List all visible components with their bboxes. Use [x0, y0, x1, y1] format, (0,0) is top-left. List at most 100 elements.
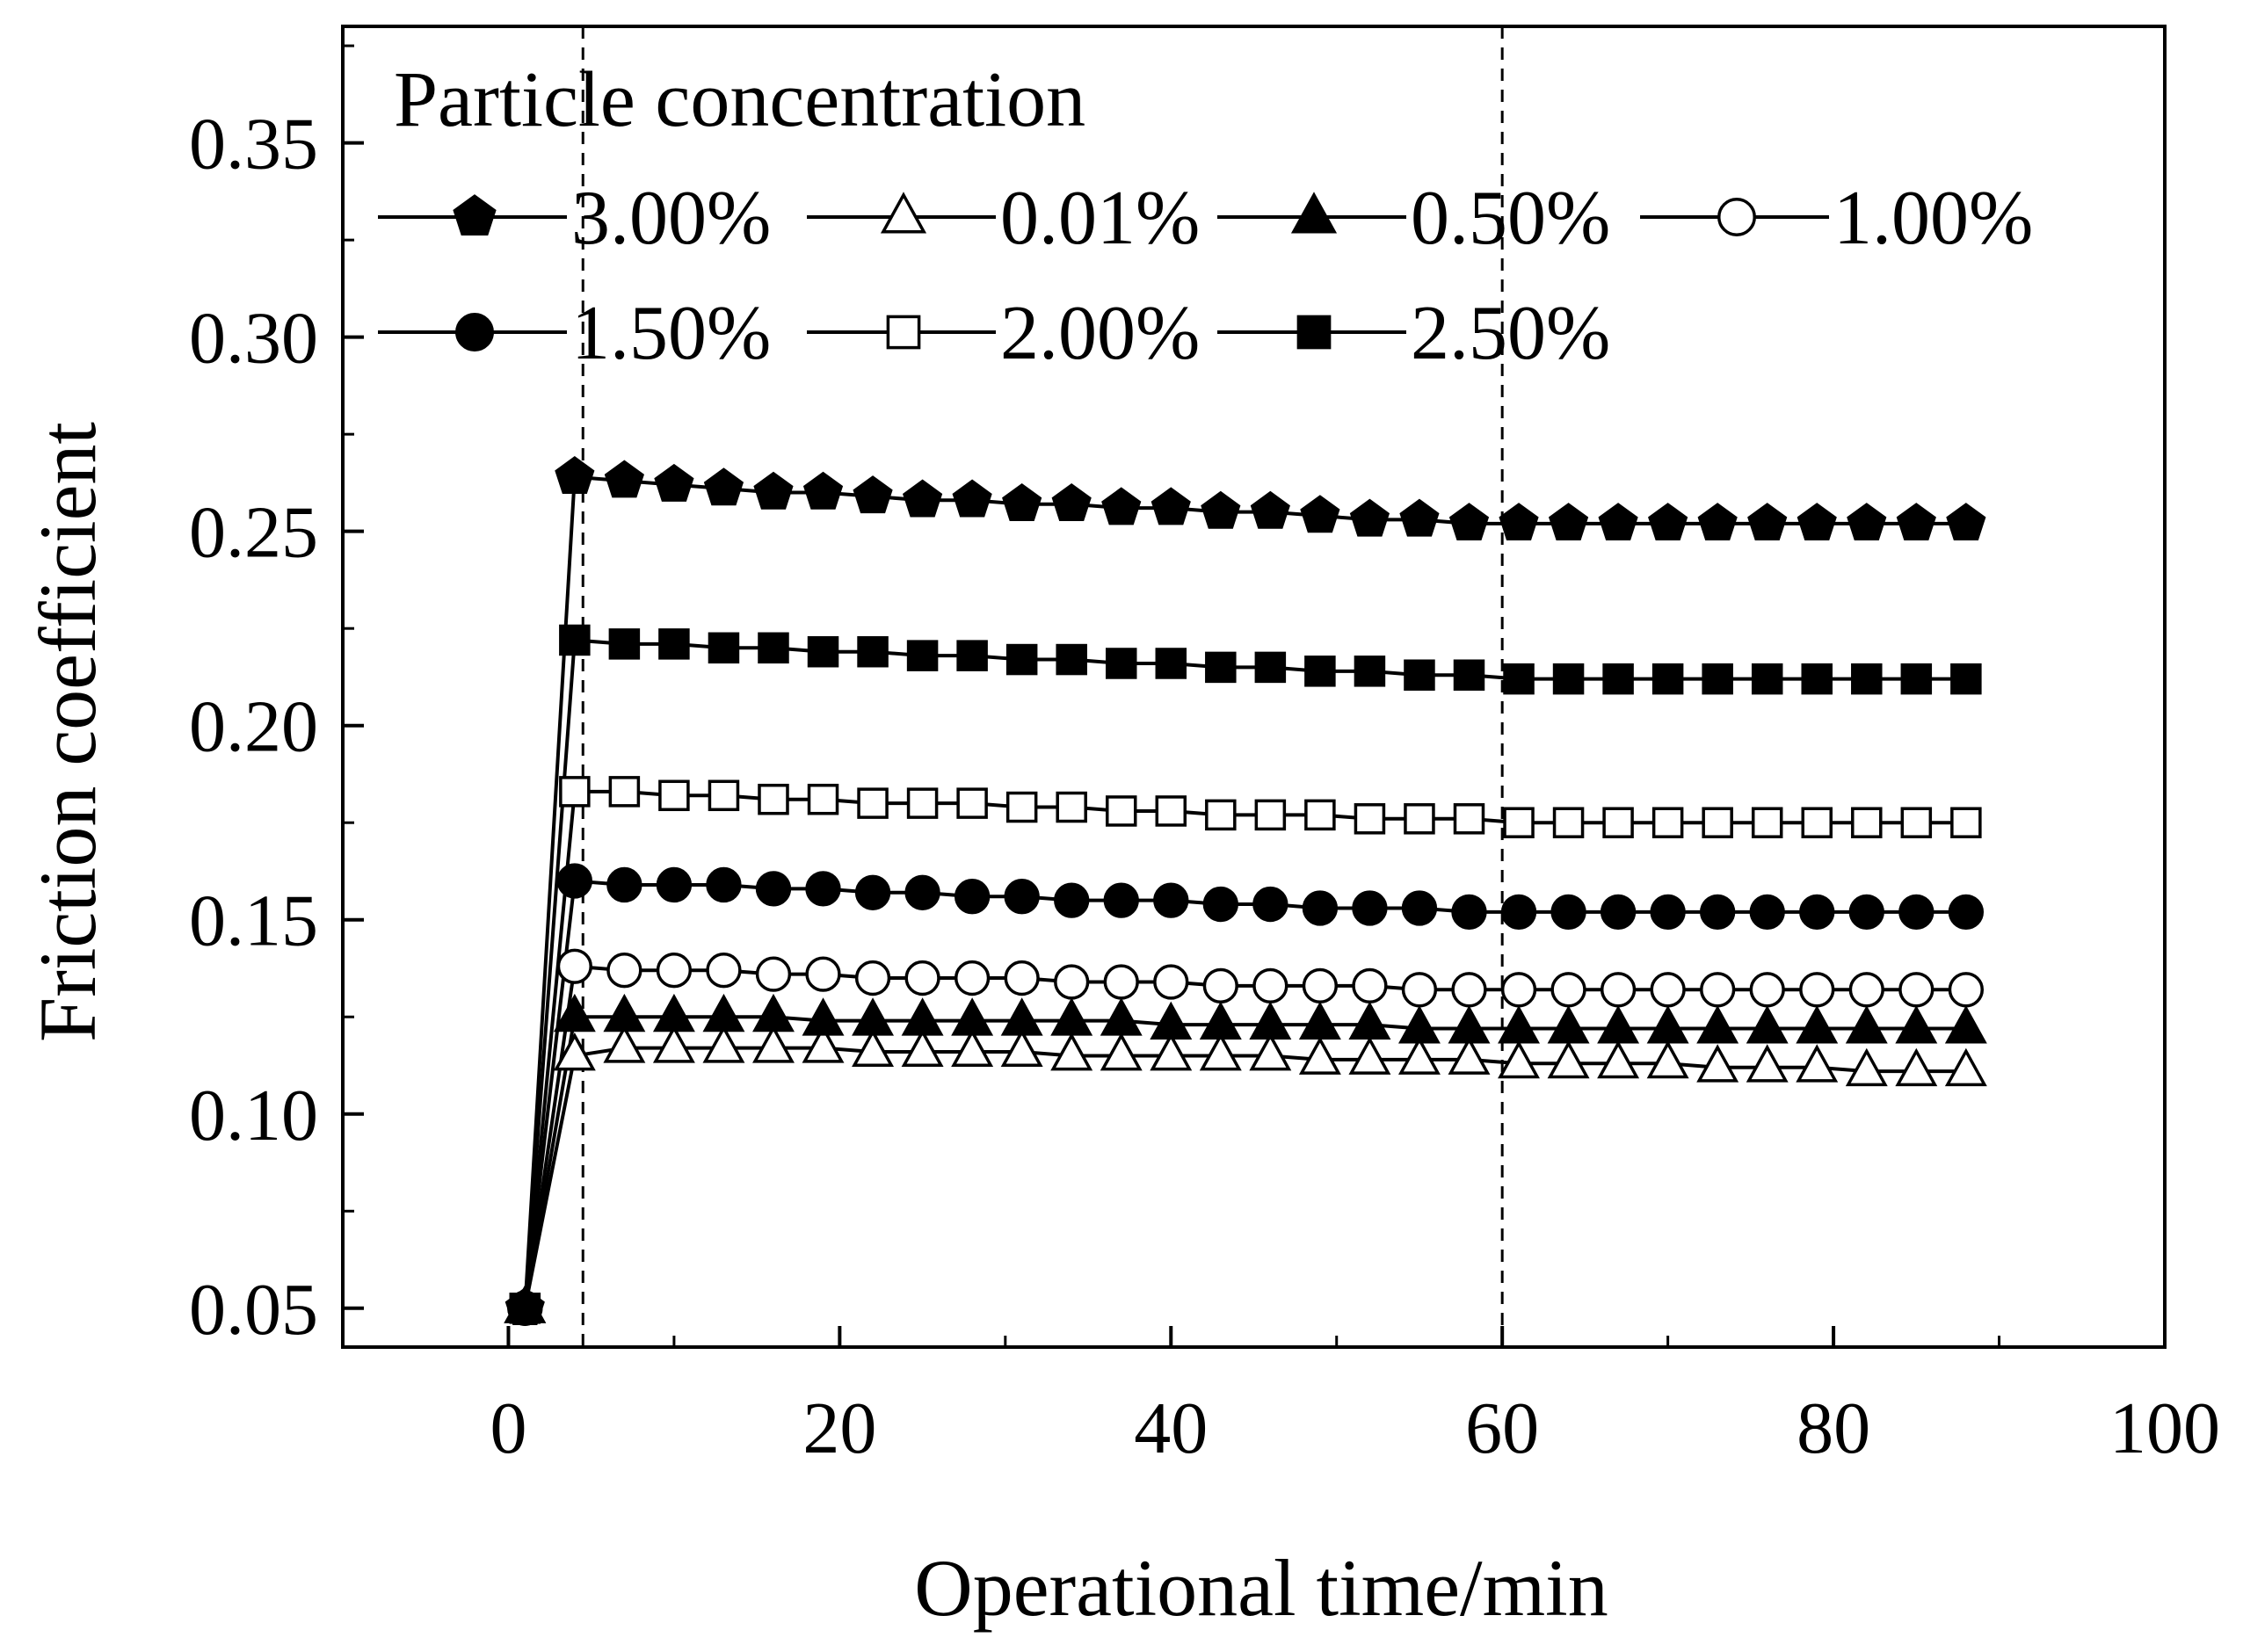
data-point-2-00pct — [956, 787, 988, 819]
data-point-1-50pct — [904, 874, 940, 910]
legend-marker — [1290, 192, 1338, 234]
data-point-1-00pct — [1153, 964, 1189, 1000]
data-point-3-00pct — [902, 479, 943, 518]
data-point-0-50pct — [901, 997, 944, 1036]
data-point-1-00pct — [706, 953, 742, 989]
legend-marker — [886, 315, 921, 350]
data-point-3-00pct — [1747, 503, 1788, 541]
data-point-0-01pct — [1498, 1040, 1540, 1079]
data-point-0-01pct — [1944, 1047, 1987, 1087]
data-point-3-00pct — [1797, 503, 1837, 541]
data-point-3-00pct — [654, 463, 694, 502]
data-point-1-50pct — [805, 871, 841, 907]
data-point-1-00pct — [1103, 964, 1139, 1000]
x-tick-label: 40 — [1134, 1388, 1208, 1469]
data-point-0-50pct — [1845, 1005, 1888, 1044]
data-point-1-00pct — [805, 956, 841, 992]
data-point-0-50pct — [1646, 1005, 1689, 1044]
data-point-2-50pct — [1503, 663, 1535, 695]
data-point-1-50pct — [1600, 894, 1637, 931]
data-point-0-01pct — [1348, 1036, 1391, 1075]
data-point-3-00pct — [753, 471, 794, 510]
data-point-3-00pct — [1002, 482, 1042, 521]
data-point-2-50pct — [1801, 663, 1833, 695]
data-point-1-50pct — [706, 866, 742, 903]
data-point-0-50pct — [852, 997, 895, 1036]
data-point-0-01pct — [1199, 1032, 1242, 1071]
data-point-0-50pct — [1746, 1005, 1789, 1044]
data-point-3-00pct — [1697, 503, 1738, 541]
data-point-3-00pct — [1051, 482, 1092, 521]
data-point-3-00pct — [1349, 498, 1390, 537]
legend-marker — [1296, 315, 1332, 350]
data-point-1-50pct — [1451, 894, 1487, 931]
data-point-1-50pct — [606, 866, 642, 903]
data-point-1-50pct — [1153, 882, 1189, 918]
data-point-2-50pct — [1602, 663, 1634, 695]
data-point-2-00pct — [1304, 799, 1336, 831]
data-point-0-50pct — [752, 993, 795, 1032]
data-point-1-00pct — [1004, 960, 1040, 996]
legend-label: 2.50% — [1411, 291, 1610, 376]
legend-marker — [453, 194, 497, 235]
data-point-1-50pct — [755, 871, 792, 907]
data-point-1-50pct — [1650, 894, 1686, 931]
legend-marker — [1717, 198, 1756, 236]
data-point-2-50pct — [509, 1293, 541, 1324]
data-point-0-50pct — [1696, 1005, 1739, 1044]
data-point-3-00pct — [802, 471, 844, 510]
y-tick-label: 0.05 — [189, 1269, 318, 1351]
data-point-1-00pct — [1749, 972, 1785, 1008]
data-point-2-00pct — [559, 776, 591, 808]
data-point-2-00pct — [1056, 791, 1087, 823]
y-tick-label: 0.25 — [189, 492, 318, 574]
data-point-2-50pct — [1205, 651, 1237, 684]
data-point-0-01pct — [1150, 1032, 1193, 1071]
legend-label: 1.00% — [1833, 176, 2033, 261]
data-point-2-00pct — [1005, 791, 1038, 823]
legend-label: 0.50% — [1411, 176, 1610, 261]
data-point-2-00pct — [758, 783, 789, 815]
data-point-1-50pct — [1700, 894, 1736, 931]
data-point-0-01pct — [1397, 1036, 1441, 1075]
data-point-1-00pct — [1302, 967, 1339, 1004]
data-point-2-50pct — [906, 640, 939, 671]
data-point-0-50pct — [1249, 1001, 1292, 1040]
data-point-3-00pct — [1598, 503, 1638, 541]
y-axis-title: Friction coefficient — [23, 422, 113, 1042]
data-point-1-00pct — [1650, 972, 1686, 1008]
data-point-1-50pct — [1103, 882, 1139, 918]
data-point-0-50pct — [1944, 1005, 1987, 1044]
data-point-1-00pct — [1700, 972, 1736, 1008]
data-point-0-01pct — [1298, 1036, 1341, 1075]
data-point-3-00pct — [1250, 490, 1290, 529]
legend-title: Particle concentration — [394, 56, 1085, 143]
data-point-2-50pct — [1254, 651, 1287, 684]
data-point-1-50pct — [1401, 890, 1438, 926]
data-point-2-00pct — [1651, 807, 1684, 838]
data-point-0-01pct — [1696, 1044, 1739, 1083]
data-point-0-01pct — [603, 1025, 646, 1063]
data-point-2-00pct — [1205, 799, 1237, 831]
data-point-2-50pct — [708, 632, 740, 664]
data-point-3-00pct — [604, 460, 644, 498]
data-point-1-50pct — [1352, 890, 1388, 926]
data-point-0-01pct — [1100, 1032, 1143, 1071]
y-tick-label: 0.35 — [189, 104, 318, 185]
data-point-2-00pct — [906, 787, 939, 819]
data-point-1-50pct — [1054, 882, 1090, 918]
data-point-2-00pct — [1354, 803, 1386, 835]
x-tick-label: 20 — [802, 1388, 876, 1469]
data-point-1-00pct — [1401, 972, 1438, 1008]
data-point-1-50pct — [656, 866, 693, 903]
data-point-0-01pct — [1845, 1047, 1888, 1087]
data-point-0-01pct — [1249, 1032, 1292, 1071]
data-point-1-00pct — [1500, 972, 1537, 1008]
data-point-0-01pct — [1796, 1044, 1839, 1083]
data-point-2-50pct — [1651, 663, 1684, 695]
data-point-2-50pct — [1105, 648, 1137, 679]
data-point-0-01pct — [1746, 1044, 1789, 1083]
data-point-2-00pct — [1851, 807, 1883, 838]
data-point-2-00pct — [1155, 795, 1187, 827]
